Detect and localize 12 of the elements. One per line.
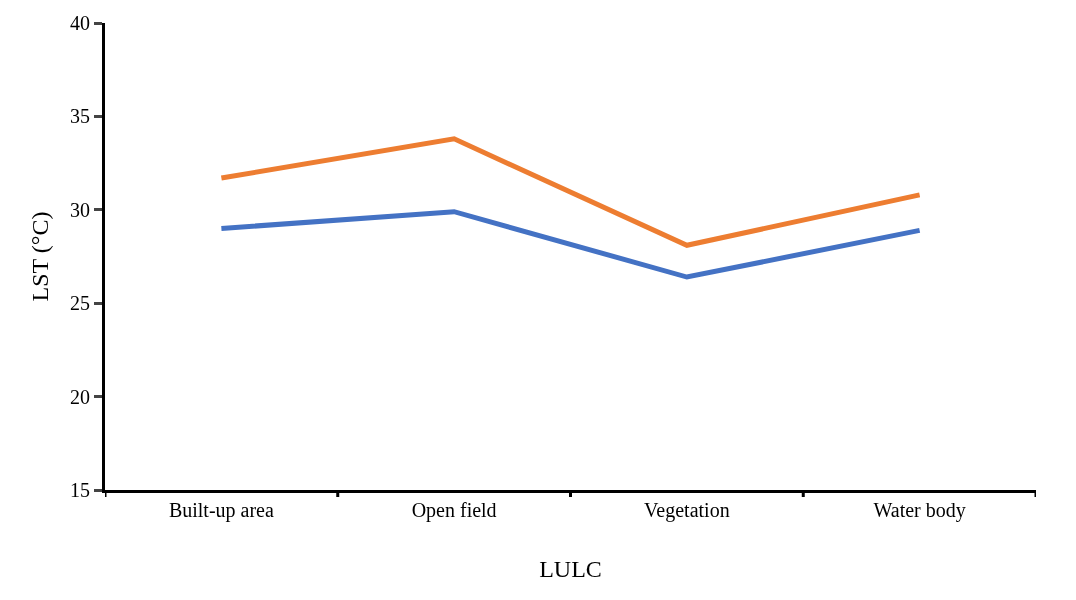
x-axis-title: LULC <box>539 556 602 583</box>
y-axis-title: LST (°C) <box>27 211 54 302</box>
y-tick-label: 40 <box>70 12 90 34</box>
x-tick-label: Built-up area <box>168 499 274 522</box>
x-tick-label: Open field <box>411 499 497 522</box>
x-tick-label: Water body <box>873 499 966 522</box>
y-tick-label: 20 <box>70 385 90 408</box>
y-tick-label: 25 <box>70 292 90 315</box>
x-tick-label: Vegetation <box>644 499 730 522</box>
y-tick-label: 30 <box>70 198 90 221</box>
y-tick-label: 35 <box>70 105 90 128</box>
y-tick-label: 15 <box>70 479 90 501</box>
